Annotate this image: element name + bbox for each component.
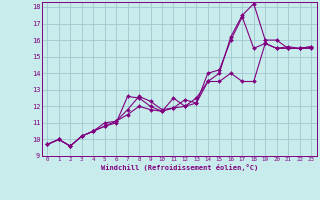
X-axis label: Windchill (Refroidissement éolien,°C): Windchill (Refroidissement éolien,°C) — [100, 164, 258, 171]
